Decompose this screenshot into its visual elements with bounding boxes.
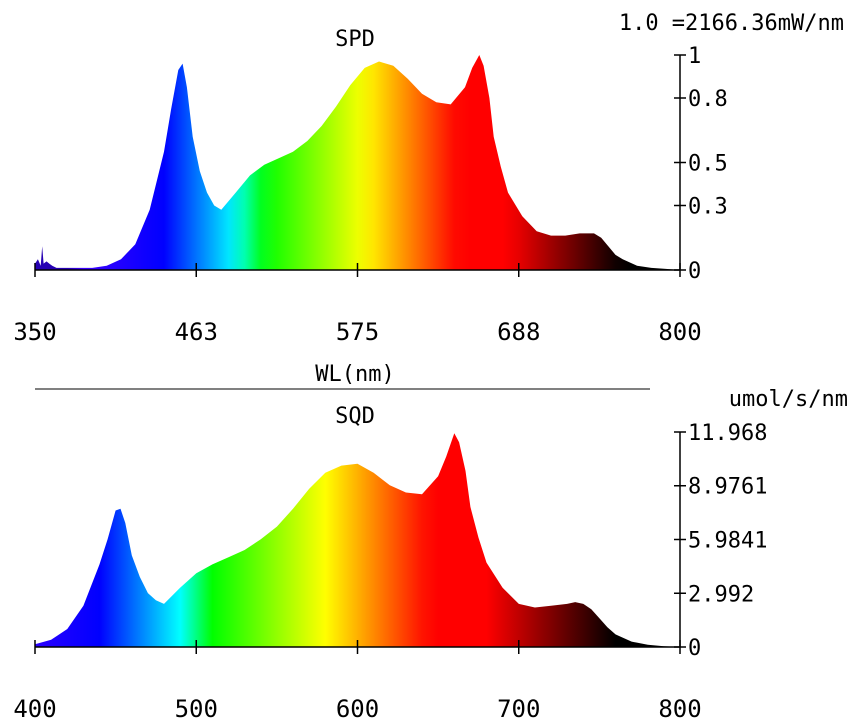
- sqd-x-tick-label: 700: [497, 695, 540, 723]
- spd-y-tick-label: 0.3: [688, 195, 728, 220]
- sqd-y-tick-label: 0: [688, 636, 701, 661]
- spd-x-tick-label: 575: [336, 318, 379, 346]
- spd-chart: SPD 1.0 =2166.36mW/nm 350 463 575 688 800 00…: [13, 11, 844, 387]
- spd-y-tick-label: 0: [688, 259, 701, 284]
- spd-y-tick-label: 0.8: [688, 87, 728, 112]
- spd-x-tick-label: 688: [497, 318, 540, 346]
- spd-x-axis-label: WL(nm): [315, 362, 394, 387]
- sqd-x-tick-label: 600: [336, 695, 379, 723]
- spd-x-tick-label: 350: [13, 318, 56, 346]
- sqd-series-area: [35, 433, 680, 647]
- spd-scale-note: 1.0 =2166.36mW/nm: [619, 11, 844, 36]
- spd-y-ticks: 0 0.3 0.5 0.8 1: [674, 44, 728, 284]
- spd-y-tick-label: 0.5: [688, 152, 728, 177]
- spd-x-ticks: 350 463 575 688 800: [13, 263, 702, 346]
- sqd-y-tick-label: 5.9841: [688, 528, 767, 553]
- sqd-x-ticks: 400 500 600 700 800: [13, 640, 702, 723]
- spd-y-tick-label: 1: [688, 44, 701, 69]
- spd-series-area: [35, 55, 680, 270]
- sqd-chart: SQD umol/s/nm 400 500 600 700 800 0 2.992 5.98…: [13, 387, 848, 723]
- sqd-x-tick-label: 400: [13, 695, 56, 723]
- sqd-x-tick-label: 500: [175, 695, 218, 723]
- sqd-y-ticks: 0 2.992 5.9841 8.9761 11.968: [674, 421, 767, 661]
- spd-title: SPD: [335, 27, 375, 52]
- sqd-y-tick-label: 2.992: [688, 582, 754, 607]
- sqd-title: SQD: [335, 404, 375, 429]
- spd-x-tick-label: 463: [175, 318, 218, 346]
- sqd-y-tick-label: 11.968: [688, 421, 767, 446]
- spd-x-tick-label: 800: [658, 318, 701, 346]
- sqd-y-tick-label: 8.9761: [688, 475, 767, 500]
- sqd-y-axis-label: umol/s/nm: [729, 387, 848, 412]
- sqd-x-tick-label: 800: [658, 695, 701, 723]
